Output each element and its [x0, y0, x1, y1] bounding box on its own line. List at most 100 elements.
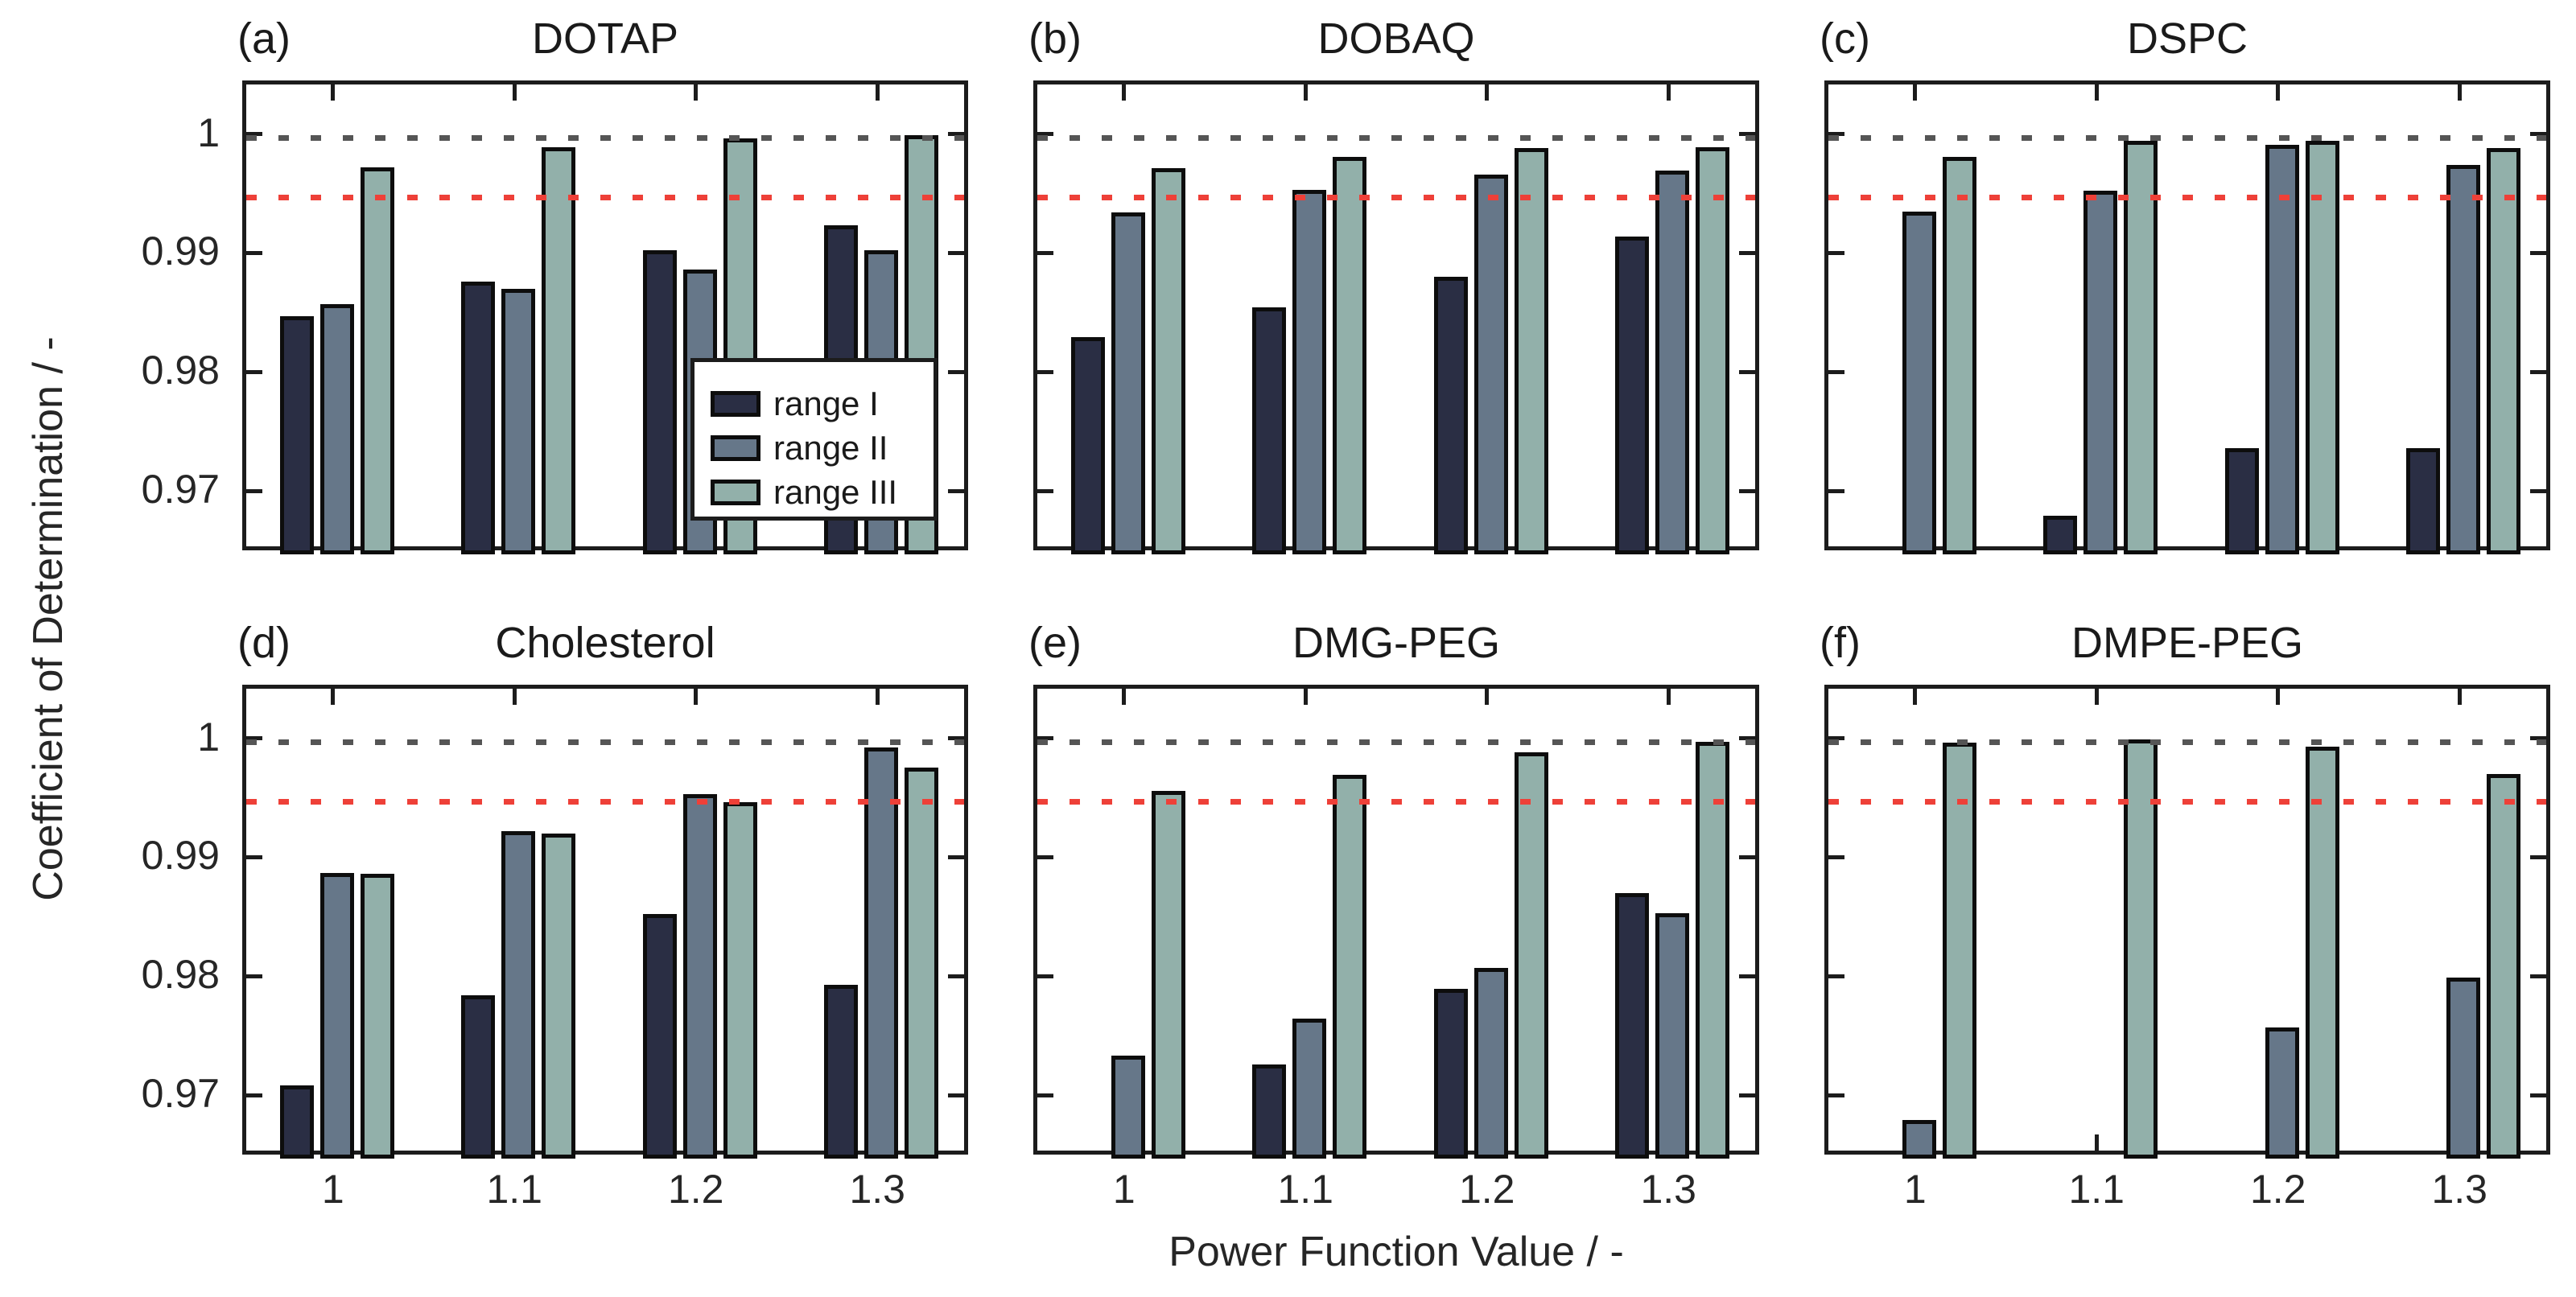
unity-line: [1037, 135, 1755, 142]
bar-range-III: [2124, 739, 2158, 1159]
y-tick: [1739, 974, 1755, 978]
y-tick: [1828, 736, 1844, 741]
threshold-line: [246, 798, 964, 805]
panel-letter: (e): [1028, 619, 1082, 667]
x-tick: [331, 84, 336, 101]
legend-item: range I: [711, 381, 934, 426]
x-tick: [1122, 84, 1127, 101]
bar-range-I: [642, 914, 677, 1159]
x-tick: [2094, 689, 2099, 705]
y-tick: [1739, 132, 1755, 137]
x-tick-label: 1.2: [1458, 1167, 1515, 1212]
y-tick: [1037, 250, 1053, 255]
x-tick: [875, 689, 880, 705]
bar-range-III: [1151, 790, 1185, 1159]
y-tick: [948, 250, 964, 255]
bar-range-III: [2487, 773, 2521, 1159]
bar-range-I: [2043, 516, 2078, 554]
threshold-line: [1037, 194, 1755, 200]
panel-title: DOTAP: [531, 14, 678, 63]
y-tick: [1828, 369, 1844, 374]
legend-item: range II: [711, 426, 934, 470]
y-tick: [1037, 369, 1053, 374]
bar-range-II: [501, 288, 536, 554]
bar-range-I: [1252, 1064, 1287, 1159]
panel-title: DSPC: [2126, 14, 2248, 63]
bar-range-II: [2265, 144, 2299, 554]
legend-item-label: range III: [773, 472, 898, 511]
bar-range-III: [360, 874, 394, 1159]
y-tick: [246, 736, 262, 741]
bar-range-I: [2406, 447, 2441, 554]
panel-letter: (a): [237, 14, 291, 63]
bar-range-I: [461, 994, 496, 1159]
y-tick: [1739, 854, 1755, 859]
x-tick-label: 1.1: [2068, 1167, 2125, 1212]
bar-range-I: [279, 1085, 314, 1159]
panel-letter: (c): [1820, 14, 1870, 63]
bar-range-III: [1514, 148, 1548, 554]
bar-range-I: [1070, 337, 1105, 554]
bar-range-II: [1902, 1120, 1936, 1159]
x-tick: [2276, 689, 2281, 705]
y-tick: [246, 369, 262, 374]
bar-range-III: [2305, 141, 2339, 554]
unity-line: [1828, 135, 2546, 142]
bar-range-II: [1902, 211, 1936, 554]
y-tick-label: 0.97: [141, 1071, 220, 1117]
panel-d: (d) Cholesterol 1 0.99 0.98 0.97 1 1.1 1.2 1.3: [142, 619, 968, 1211]
panel-letter: (b): [1028, 14, 1082, 63]
bar-range-I: [642, 250, 677, 554]
bar-range-II: [682, 794, 717, 1159]
bar-range-II: [1292, 190, 1327, 554]
bar-range-I: [1615, 236, 1650, 554]
legend: range I range II range III: [690, 358, 938, 521]
y-tick: [1037, 854, 1053, 859]
bar-range-III: [1696, 741, 1730, 1159]
y-tick: [2530, 488, 2546, 493]
bar-range-III: [1942, 156, 1976, 554]
x-tick: [1485, 84, 1490, 101]
y-tick: [1037, 1093, 1053, 1097]
x-axis-label: Power Function Value / -: [1168, 1229, 1624, 1275]
bar-range-II: [2446, 164, 2481, 554]
y-tick: [246, 854, 262, 859]
plot-area: [242, 685, 968, 1159]
y-axis-label: Coefficient of Determination / -: [25, 336, 72, 901]
panel-e: (e) DMG-PEG 1 1.1 1.2 1.3: [1028, 619, 1759, 1211]
x-tick-label: 1: [1112, 1167, 1136, 1212]
legend-item: range III: [711, 470, 934, 514]
y-tick: [1739, 369, 1755, 374]
y-tick: [1828, 250, 1844, 255]
y-tick: [948, 854, 964, 859]
x-tick-label: 1.1: [486, 1167, 542, 1212]
x-tick-label: 1.3: [849, 1167, 905, 1212]
threshold-line: [1828, 194, 2546, 200]
y-tick: [948, 736, 964, 741]
y-tick: [1037, 736, 1053, 741]
x-tick-label: 1.1: [1277, 1167, 1333, 1212]
bar-range-II: [1473, 967, 1508, 1159]
panel-title: DMG-PEG: [1292, 619, 1500, 667]
bar-range-III: [2305, 746, 2339, 1159]
bar-range-II: [319, 303, 354, 554]
threshold-line: [1037, 798, 1755, 805]
y-tick-label: 1: [197, 714, 220, 760]
bar-range-I: [279, 315, 314, 554]
x-tick: [1122, 689, 1127, 705]
x-tick: [2457, 84, 2462, 101]
y-tick-label: 0.99: [141, 833, 220, 879]
bar-range-I: [1615, 892, 1650, 1159]
plot-area: [1033, 685, 1759, 1159]
y-tick: [948, 132, 964, 137]
bar-range-II: [501, 830, 536, 1159]
y-tick: [1739, 1093, 1755, 1097]
bar-range-III: [1333, 775, 1367, 1159]
legend-item-label: range II: [773, 428, 888, 467]
bar-range-III: [1942, 743, 1976, 1159]
bar-range-I: [824, 984, 859, 1159]
bar-range-II: [1111, 212, 1145, 554]
y-tick: [246, 1093, 262, 1097]
panel-b: (b) DOBAQ: [1028, 14, 1759, 554]
